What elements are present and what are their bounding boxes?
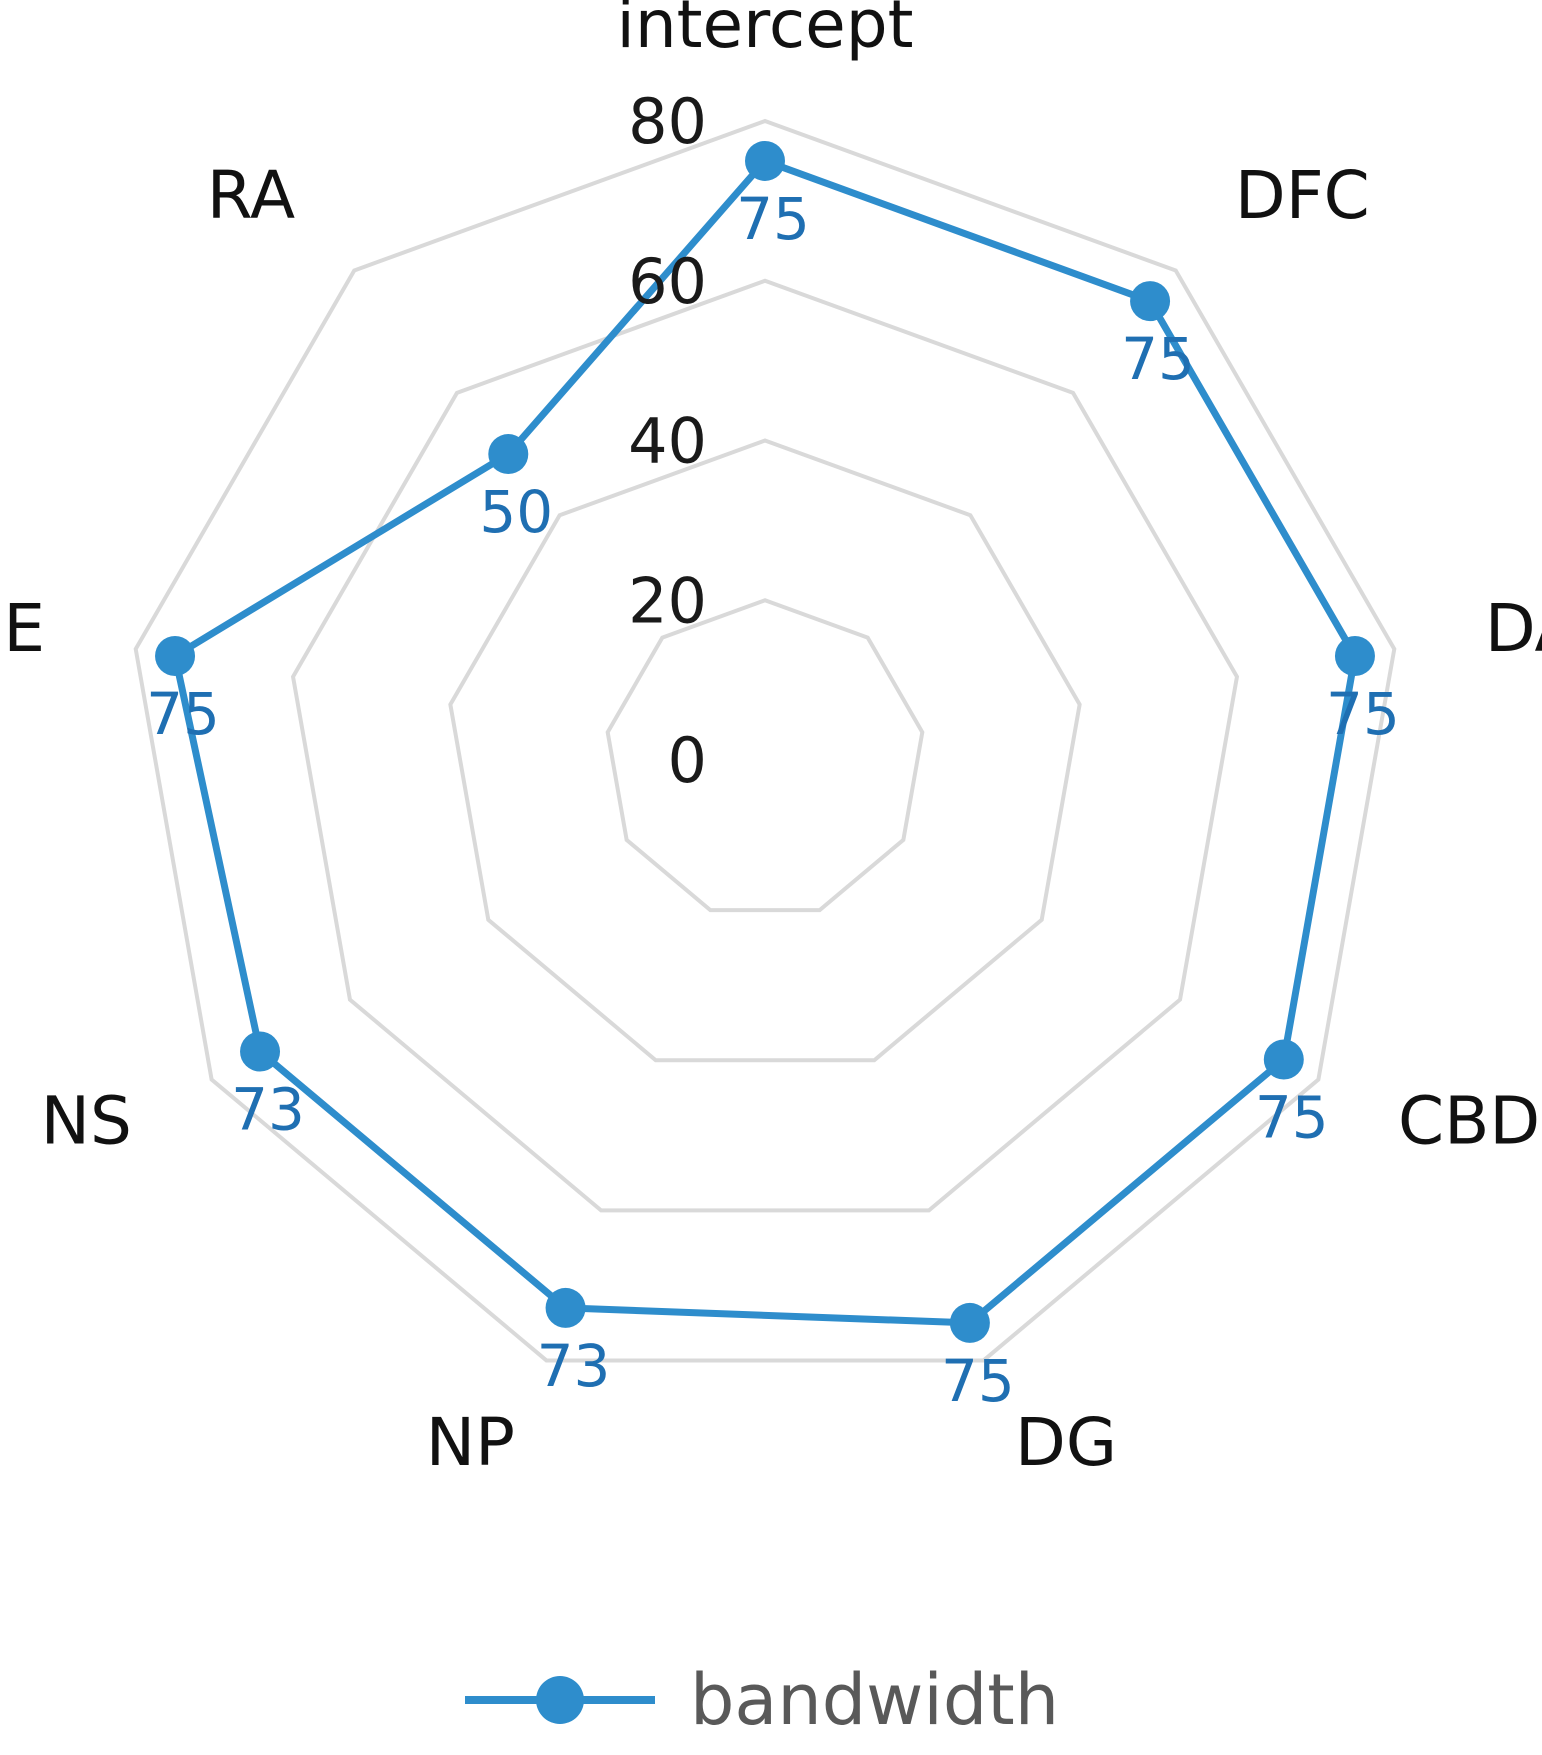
legend: bandwidth [465, 1659, 1059, 1741]
series-point [1263, 1039, 1304, 1080]
data-label: 75 [736, 185, 810, 253]
series-point [745, 140, 785, 181]
radial-tick-label: 80 [628, 85, 707, 158]
radial-tick-label: 60 [628, 245, 707, 318]
grid-ring-3 [290, 278, 1240, 1213]
category-label: DE [0, 590, 45, 667]
series-point [488, 434, 529, 475]
data-label: 73 [231, 1076, 305, 1144]
radial-tick-label: 20 [628, 564, 707, 637]
category-label-layer: intercept DFC DA CBD DG NP NS DE RA [0, 0, 1542, 1481]
series-point [949, 1302, 990, 1343]
category-label: NP [426, 1404, 515, 1481]
category-label: NS [41, 1083, 132, 1160]
data-label: 73 [537, 1332, 611, 1400]
series-layer [155, 140, 1375, 1343]
data-label: 75 [146, 680, 220, 748]
radial-tick-label: 40 [628, 405, 707, 478]
legend-label: bandwidth [690, 1659, 1059, 1741]
legend-marker [536, 1676, 584, 1724]
data-label: 75 [1121, 325, 1195, 393]
data-label: 75 [1326, 680, 1400, 748]
data-label: 50 [479, 478, 553, 546]
category-label: DFC [1235, 157, 1370, 234]
data-label: 75 [941, 1347, 1015, 1415]
radial-tick-label: 0 [668, 724, 707, 797]
category-label: DG [1015, 1404, 1117, 1481]
series-point [1130, 281, 1171, 322]
category-label: CBD [1398, 1083, 1540, 1160]
data-label-layer: 75 75 75 75 75 73 73 75 50 [146, 185, 1400, 1415]
grid-ring-4 [133, 118, 1397, 1363]
grid-layer [133, 118, 1397, 1363]
series-point [240, 1031, 281, 1072]
category-label: intercept [617, 0, 914, 63]
data-label: 75 [1255, 1084, 1329, 1152]
series-point [545, 1287, 586, 1328]
series-point [155, 635, 196, 676]
category-label: RA [207, 157, 295, 234]
grid-ring-1 [605, 598, 925, 913]
category-label: DA [1485, 590, 1542, 667]
tick-label-layer: 0 20 40 60 80 [628, 85, 707, 797]
grid-ring-2 [448, 438, 1082, 1063]
series-point [1334, 635, 1375, 676]
series-line-0 [171, 157, 1359, 1327]
